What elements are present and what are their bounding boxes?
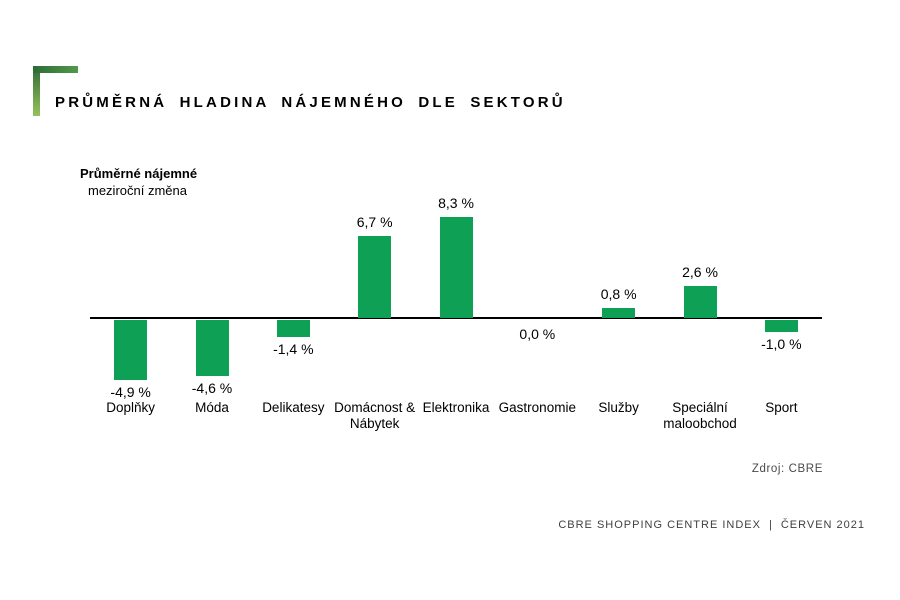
y-axis-label-line1: Průměrné nájemné	[80, 166, 198, 181]
value-label: -1,0 %	[761, 336, 802, 352]
category-label: Domácnost & Nábytek	[334, 400, 416, 431]
bar-positive	[602, 308, 636, 318]
category-label: Móda	[195, 400, 229, 415]
bar-positive	[683, 286, 717, 318]
bar-positive	[358, 236, 392, 318]
y-axis-label: Průměrné nájemné meziroční změna	[80, 165, 197, 199]
corner-accent-horizontal	[33, 66, 78, 73]
footer-separator: |	[768, 519, 773, 531]
value-label: 0,8 %	[600, 286, 637, 302]
value-label: 8,3 %	[438, 195, 474, 211]
value-label: -4,6 %	[191, 380, 233, 396]
footer-date: ČERVEN 2021	[780, 519, 865, 531]
category-label: Elektronika	[422, 400, 490, 415]
value-label: -1,4 %	[273, 341, 314, 357]
footer-index-line: CBRE SHOPPING CENTRE INDEX | ČERVEN 2021	[558, 519, 865, 531]
footer-index-label: CBRE SHOPPING CENTRE INDEX	[558, 519, 761, 531]
bar-negative	[276, 320, 310, 337]
value-label: -4,9 %	[110, 384, 151, 400]
category-label: Doplňky	[106, 400, 156, 415]
category-label: Služby	[598, 400, 639, 415]
category-label: Speciální maloobchod	[663, 400, 737, 431]
source-note: Zdroj: CBRE	[751, 463, 823, 475]
value-label: 0,0 %	[519, 326, 556, 342]
y-axis-label-line2: meziroční změna	[88, 183, 187, 198]
category-label: Gastronomie	[498, 400, 576, 415]
value-label: 2,6 %	[682, 264, 718, 280]
category-label: Sport	[765, 400, 798, 415]
bar-positive	[439, 217, 473, 318]
bar-negative	[114, 320, 148, 380]
corner-accent-vertical	[33, 66, 40, 116]
bar-negative	[195, 320, 229, 376]
category-label: Delikatesy	[262, 400, 325, 415]
value-label: 6,7 %	[356, 214, 393, 230]
page-title: PRŮMĚRNÁ HLADINA NÁJEMNÉHO DLE SEKTORŮ	[55, 94, 566, 112]
bar-negative	[764, 320, 798, 332]
